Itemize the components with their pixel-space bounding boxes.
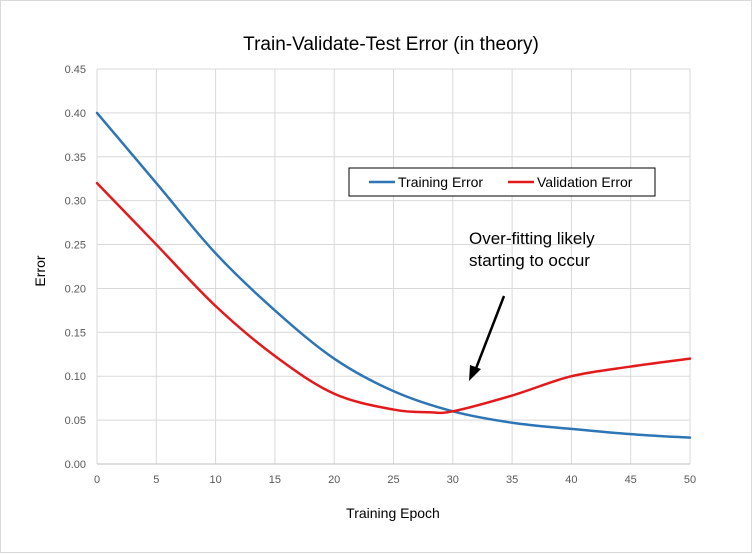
y-tick-label: 0.05 bbox=[65, 415, 86, 427]
legend: Training Error Validation Error bbox=[348, 167, 656, 197]
x-axis-label: Training Epoch bbox=[346, 505, 440, 521]
gridlines bbox=[96, 68, 691, 465]
annotation-arrow-head bbox=[469, 365, 481, 381]
x-tick-label: 35 bbox=[506, 474, 518, 486]
legend-label-validation-error: Validation Error bbox=[537, 174, 633, 190]
annotation-arrow-shaft bbox=[473, 295, 506, 372]
annotation-line-1: Over-fitting likely bbox=[469, 229, 595, 248]
x-tick-label: 0 bbox=[94, 474, 100, 486]
y-tick-label: 0.20 bbox=[65, 283, 86, 295]
series-line-training-error bbox=[95, 111, 692, 439]
x-tick-label: 5 bbox=[153, 474, 159, 486]
x-tick-label: 40 bbox=[565, 474, 577, 486]
x-tick-label: 45 bbox=[625, 474, 637, 486]
legend-box bbox=[348, 167, 656, 197]
tick-labels: 0 5 10 15 20 25 30 35 40 45 50 0.00 0.05 0.10 0.15 0.20… bbox=[65, 64, 697, 486]
annotation-line-2: starting to occur bbox=[469, 251, 590, 270]
x-tick-label: 30 bbox=[447, 474, 459, 486]
y-tick-label: 0.45 bbox=[65, 64, 86, 76]
y-tick-label: 0.15 bbox=[65, 327, 86, 339]
y-tick-label: 0.10 bbox=[65, 371, 86, 383]
legend-label-training-error: Training Error bbox=[398, 174, 483, 190]
x-tick-label: 25 bbox=[387, 474, 399, 486]
y-tick-label: 0.35 bbox=[65, 152, 86, 164]
y-axis-label: Error bbox=[32, 255, 48, 286]
y-tick-label: 0.00 bbox=[65, 459, 86, 471]
series-lines bbox=[95, 111, 692, 439]
y-tick-label: 0.30 bbox=[65, 196, 86, 208]
series-line-validation-error bbox=[95, 181, 692, 415]
x-tick-label: 15 bbox=[269, 474, 281, 486]
y-tick-label: 0.25 bbox=[65, 240, 86, 252]
overfitting-annotation: Over-fitting likely starting to occur bbox=[469, 229, 595, 381]
chart-title: Train-Validate-Test Error (in theory) bbox=[243, 34, 539, 55]
x-tick-label: 20 bbox=[328, 474, 340, 486]
x-tick-label: 10 bbox=[209, 474, 221, 486]
x-tick-label: 50 bbox=[684, 474, 696, 486]
y-tick-label: 0.40 bbox=[65, 108, 86, 120]
